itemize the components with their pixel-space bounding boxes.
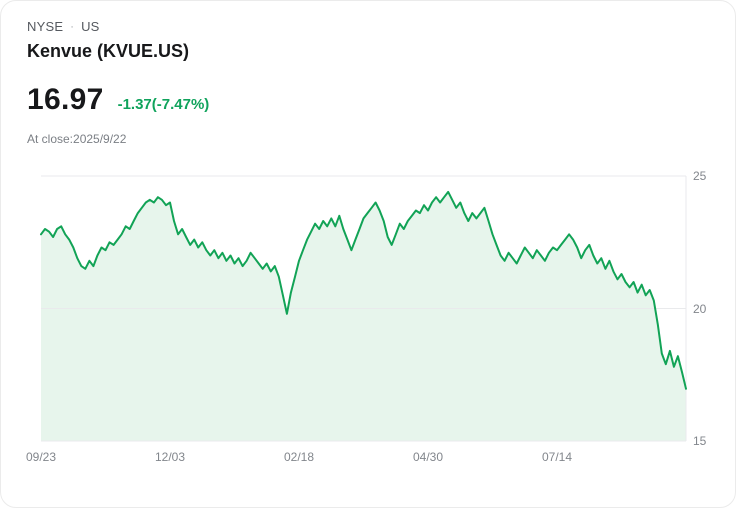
x-tick-label: 09/23 [25, 450, 57, 464]
exchange-label: NYSE [27, 19, 64, 34]
y-tick-label: 15 [693, 434, 707, 448]
at-close-label: At close:2025/9/22 [27, 132, 127, 146]
x-tick-label: 04/30 [412, 450, 444, 464]
area-fill [41, 191, 686, 441]
price-change: -1.37(-7.47%) [117, 96, 210, 113]
last-price: 16.97 [27, 83, 104, 116]
y-tick-label: 25 [693, 169, 707, 183]
y-axis: 25 20 15 [693, 169, 729, 448]
x-tick-label: 07/14 [541, 450, 573, 464]
price-chart-svg [40, 175, 687, 442]
price-row: 16.97 -1.37(-7.47%) [27, 83, 709, 117]
y-tick-label: 20 [693, 301, 707, 316]
region-label: US [81, 19, 100, 34]
x-tick-label: 02/18 [283, 450, 315, 464]
company-title: Kenvue (KVUE.US) [27, 41, 190, 61]
x-axis: 09/23 12/03 02/18 04/30 07/14 [26, 450, 686, 466]
exchange-row: NYSE · US [27, 19, 709, 34]
price-chart[interactable] [40, 175, 687, 442]
price-line [40, 190, 687, 390]
separator-dot: · [70, 20, 75, 33]
quote-header: NYSE · US Kenvue (KVUE.US) 16.97 -1.37(-… [1, 1, 735, 146]
x-tick-label: 12/03 [154, 450, 186, 464]
